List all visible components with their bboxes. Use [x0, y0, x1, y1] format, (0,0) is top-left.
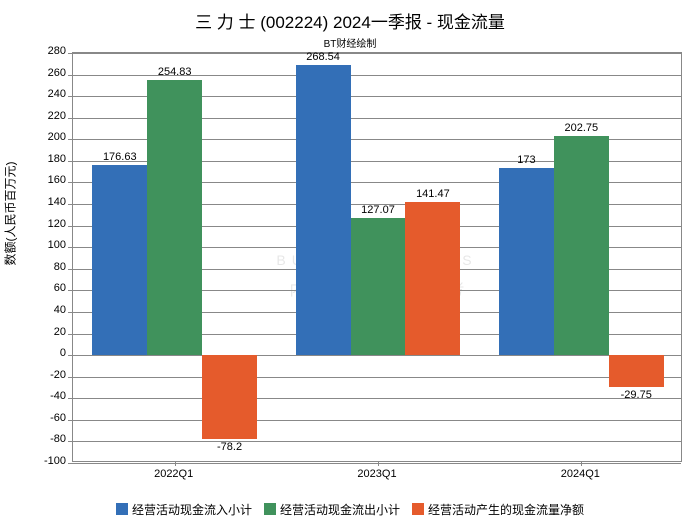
ytick-mark	[68, 355, 73, 356]
legend-swatch	[116, 503, 128, 515]
ytick-mark	[68, 204, 73, 205]
ytick-label: -20	[36, 369, 66, 381]
ytick-mark	[68, 420, 73, 421]
bar	[405, 202, 460, 355]
gridline	[73, 441, 681, 442]
ytick-label: 140	[36, 196, 66, 208]
ytick-label: -100	[36, 455, 66, 467]
ytick-mark	[68, 182, 73, 183]
ytick-mark	[68, 53, 73, 54]
y-axis-label: 数额(人民币百万元)	[2, 162, 19, 266]
xtick-label: 2023Q1	[357, 468, 396, 480]
ytick-label: 120	[36, 218, 66, 230]
gridline	[73, 420, 681, 421]
bar	[609, 355, 664, 387]
ytick-mark	[68, 377, 73, 378]
plot-area: BT财经 BUSINESS TIMES 内容由AI生成，仅供参考 176.632…	[72, 52, 682, 462]
ytick-label: 160	[36, 174, 66, 186]
ytick-label: 80	[36, 261, 66, 273]
ytick-label: 240	[36, 88, 66, 100]
ytick-mark	[68, 118, 73, 119]
chart-container: 三 力 士 (002224) 2024一季报 - 现金流量 BT财经绘制 数额(…	[0, 0, 700, 524]
bar-value-label: 173	[517, 154, 535, 166]
ytick-label: 200	[36, 131, 66, 143]
ytick-label: 40	[36, 304, 66, 316]
xtick-label: 2022Q1	[154, 468, 193, 480]
legend-label: 经营活动现金流入小计	[132, 501, 252, 518]
ytick-mark	[68, 463, 73, 464]
bar	[92, 165, 147, 356]
ytick-mark	[68, 312, 73, 313]
xtick-mark	[581, 461, 582, 466]
bar	[499, 168, 554, 355]
gridline	[73, 398, 681, 399]
ytick-mark	[68, 398, 73, 399]
bar	[296, 65, 351, 355]
bar-value-label: 127.07	[361, 204, 395, 216]
legend-label: 经营活动现金流出小计	[280, 501, 400, 518]
legend-label: 经营活动产生的现金流量净额	[428, 501, 584, 518]
ytick-label: -60	[36, 412, 66, 424]
bar-value-label: 254.83	[158, 66, 192, 78]
legend-item: 经营活动产生的现金流量净额	[412, 501, 584, 518]
bar	[554, 136, 609, 355]
chart-subtitle: BT财经绘制	[0, 35, 700, 50]
ytick-mark	[68, 96, 73, 97]
gridline	[73, 463, 681, 464]
ytick-mark	[68, 226, 73, 227]
bar	[147, 80, 202, 355]
legend: 经营活动现金流入小计 经营活动现金流出小计 经营活动产生的现金流量净额	[0, 501, 700, 519]
ytick-label: 180	[36, 153, 66, 165]
bar-value-label: 176.63	[103, 151, 137, 163]
bar-value-label: 268.54	[306, 51, 340, 63]
ytick-mark	[68, 441, 73, 442]
ytick-label: -40	[36, 390, 66, 402]
bar-value-label: 141.47	[416, 188, 450, 200]
ytick-label: 0	[36, 347, 66, 359]
chart-title: 三 力 士 (002224) 2024一季报 - 现金流量	[0, 0, 700, 33]
ytick-mark	[68, 139, 73, 140]
ytick-label: 220	[36, 110, 66, 122]
gridline	[73, 377, 681, 378]
ytick-mark	[68, 269, 73, 270]
ytick-mark	[68, 247, 73, 248]
ytick-mark	[68, 75, 73, 76]
ytick-mark	[68, 290, 73, 291]
ytick-label: 100	[36, 239, 66, 251]
bar-value-label: -29.75	[621, 389, 652, 401]
xtick-label: 2024Q1	[561, 468, 600, 480]
ytick-label: 260	[36, 67, 66, 79]
legend-item: 经营活动现金流入小计	[116, 501, 252, 518]
ytick-mark	[68, 161, 73, 162]
bar	[202, 355, 257, 439]
legend-swatch	[412, 503, 424, 515]
bar	[351, 218, 406, 355]
ytick-label: 20	[36, 326, 66, 338]
gridline	[73, 53, 681, 54]
ytick-label: -80	[36, 433, 66, 445]
ytick-label: 280	[36, 45, 66, 57]
ytick-label: 60	[36, 282, 66, 294]
legend-item: 经营活动现金流出小计	[264, 501, 400, 518]
bar-value-label: -78.2	[217, 441, 242, 453]
bar-value-label: 202.75	[565, 122, 599, 134]
xtick-mark	[378, 461, 379, 466]
ytick-mark	[68, 334, 73, 335]
gridline	[73, 355, 681, 356]
legend-swatch	[264, 503, 276, 515]
xtick-mark	[175, 461, 176, 466]
